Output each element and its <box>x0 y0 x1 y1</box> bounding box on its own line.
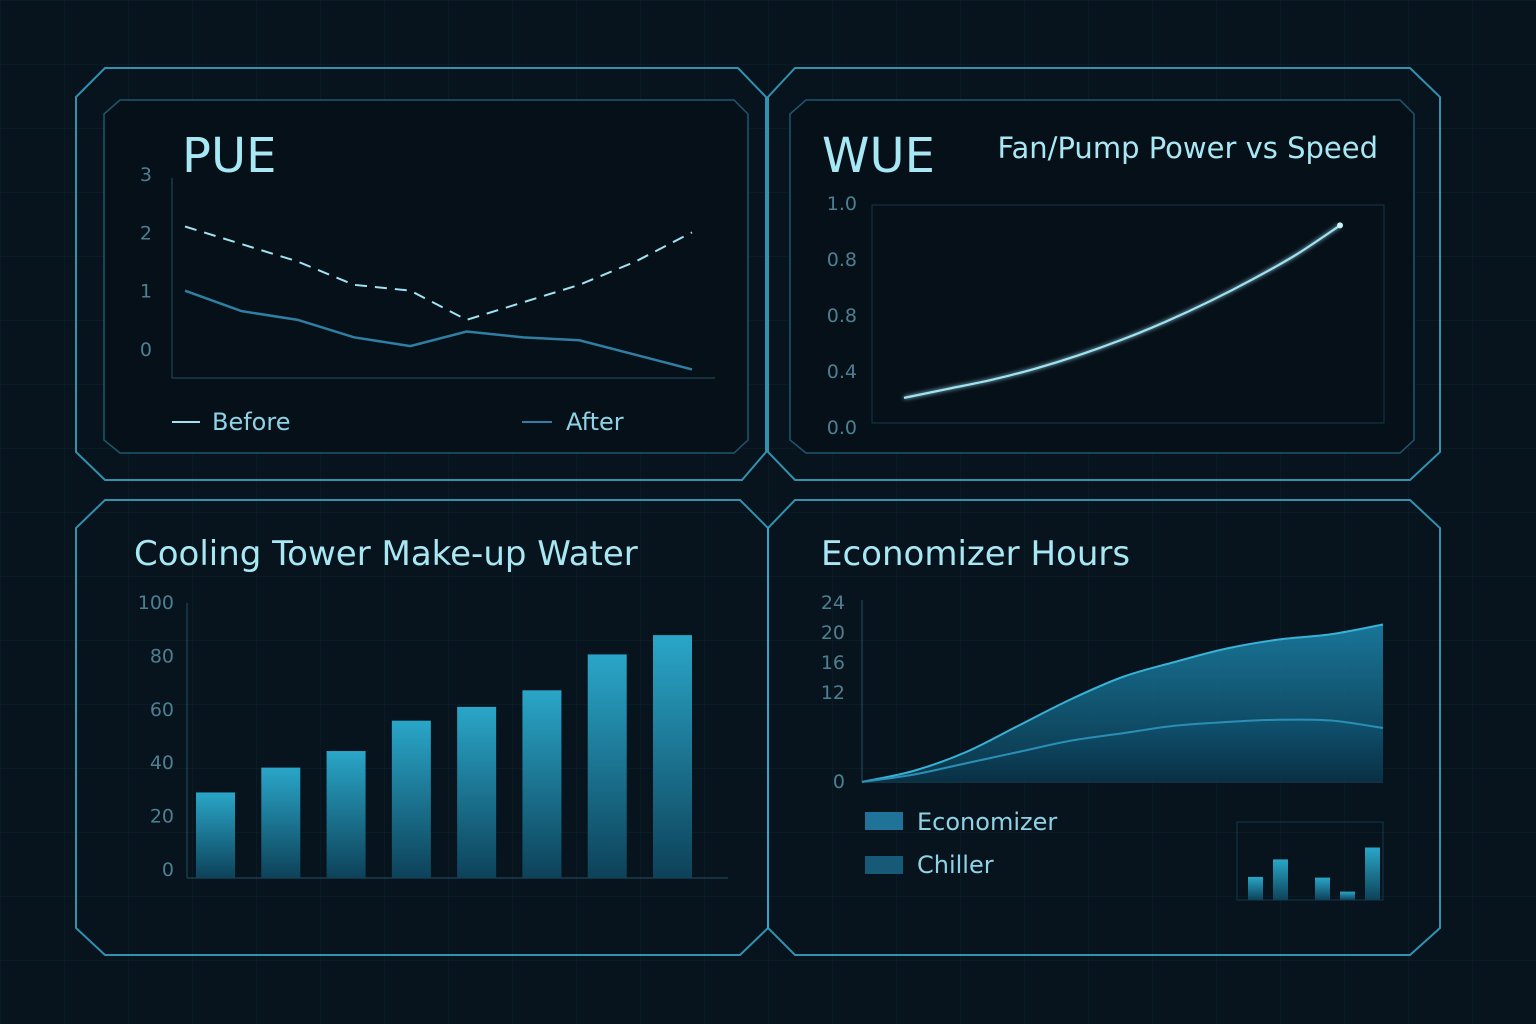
water-panel: Cooling Tower Make-up Water 100 80 60 40 20 0 <box>134 534 728 881</box>
y-tick-label: 1 <box>140 281 152 303</box>
pue-panel-frame <box>75 67 767 481</box>
econ-inset-bar <box>1248 876 1263 900</box>
wue-subtitle: Fan/Pump Power vs Speed <box>998 131 1378 165</box>
wue-title: WUE <box>822 128 935 184</box>
y-tick-label: 0.0 <box>827 417 857 439</box>
panel-frames <box>75 67 1441 956</box>
water-bar <box>391 720 431 878</box>
y-tick-label: 0 <box>833 771 845 793</box>
y-tick-label: 16 <box>821 652 845 674</box>
econ-panel-frame <box>767 499 1441 956</box>
y-tick-label: 80 <box>150 645 174 667</box>
wue-panel: WUE Fan/Pump Power vs Speed 1.0 0.8 0.8 0.4… <box>822 128 1385 439</box>
y-tick-label: 24 <box>821 592 845 614</box>
econ-inset-bars <box>1248 847 1380 900</box>
y-tick-label: 0.8 <box>827 305 857 327</box>
pue-title: PUE <box>182 128 276 184</box>
water-bar <box>587 654 627 878</box>
pue-series-after-line <box>184 289 693 371</box>
econ-y-ticks: 24 20 16 12 0 <box>821 592 845 793</box>
wue-panel-inner <box>789 99 1415 454</box>
y-tick-label: 0.4 <box>827 361 857 383</box>
legend-chiller-label: Chiller <box>917 851 994 879</box>
legend-economizer-swatch <box>865 812 903 830</box>
y-tick-label: 1.0 <box>827 193 857 215</box>
y-tick-label: 3 <box>140 164 152 186</box>
y-tick-label: 2 <box>140 222 152 244</box>
econ-title: Economizer Hours <box>821 534 1130 574</box>
y-tick-label: 40 <box>150 752 174 774</box>
econ-inset-bar <box>1340 891 1355 900</box>
water-bars <box>196 635 692 878</box>
legend-after-label: After <box>566 408 624 436</box>
wue-panel-frame <box>767 67 1441 481</box>
econ-series-chiller-area <box>862 719 1383 782</box>
pue-panel: PUE 3 2 1 0 Before After <box>140 128 715 436</box>
y-tick-label: 0 <box>140 339 152 361</box>
econ-inset-bar <box>1365 847 1380 900</box>
water-bar <box>326 751 366 878</box>
pue-panel-inner <box>103 99 749 454</box>
y-tick-label: 60 <box>150 699 174 721</box>
wue-series-line <box>903 224 1341 399</box>
pue-series-before-line <box>184 225 693 321</box>
y-tick-label: 0.8 <box>827 249 857 271</box>
y-tick-label: 12 <box>821 682 845 704</box>
legend-chiller-swatch <box>865 856 903 874</box>
econ-inset-bar <box>1273 859 1288 900</box>
water-bar <box>457 706 497 878</box>
water-bar <box>196 792 235 878</box>
wue-plot-area <box>871 204 1385 424</box>
legend-before-label: Before <box>212 408 290 436</box>
pue-y-ticks: 3 2 1 0 <box>140 164 152 361</box>
water-bar <box>261 767 301 878</box>
wue-endpoint-marker <box>1337 222 1343 229</box>
econ-inset-bar <box>1315 877 1330 900</box>
y-tick-label: 20 <box>821 622 845 644</box>
econ-series-economizer-line <box>861 623 1384 783</box>
water-y-ticks: 100 80 60 40 20 0 <box>138 592 174 881</box>
water-bar <box>522 690 562 878</box>
econ-inset-box <box>1236 821 1384 901</box>
legend-economizer-label: Economizer <box>917 808 1057 836</box>
y-tick-label: 0 <box>162 859 174 881</box>
econ-panel: Economizer Hours 24 20 16 12 0 Economizer Ch… <box>821 534 1384 901</box>
y-tick-label: 100 <box>138 592 174 614</box>
water-panel-frame <box>75 499 769 956</box>
wue-y-ticks: 1.0 0.8 0.8 0.4 0.0 <box>827 193 857 439</box>
water-title: Cooling Tower Make-up Water <box>134 534 638 574</box>
y-tick-label: 20 <box>150 806 174 828</box>
econ-series-chiller-line <box>861 718 1384 783</box>
water-bar <box>653 635 692 878</box>
